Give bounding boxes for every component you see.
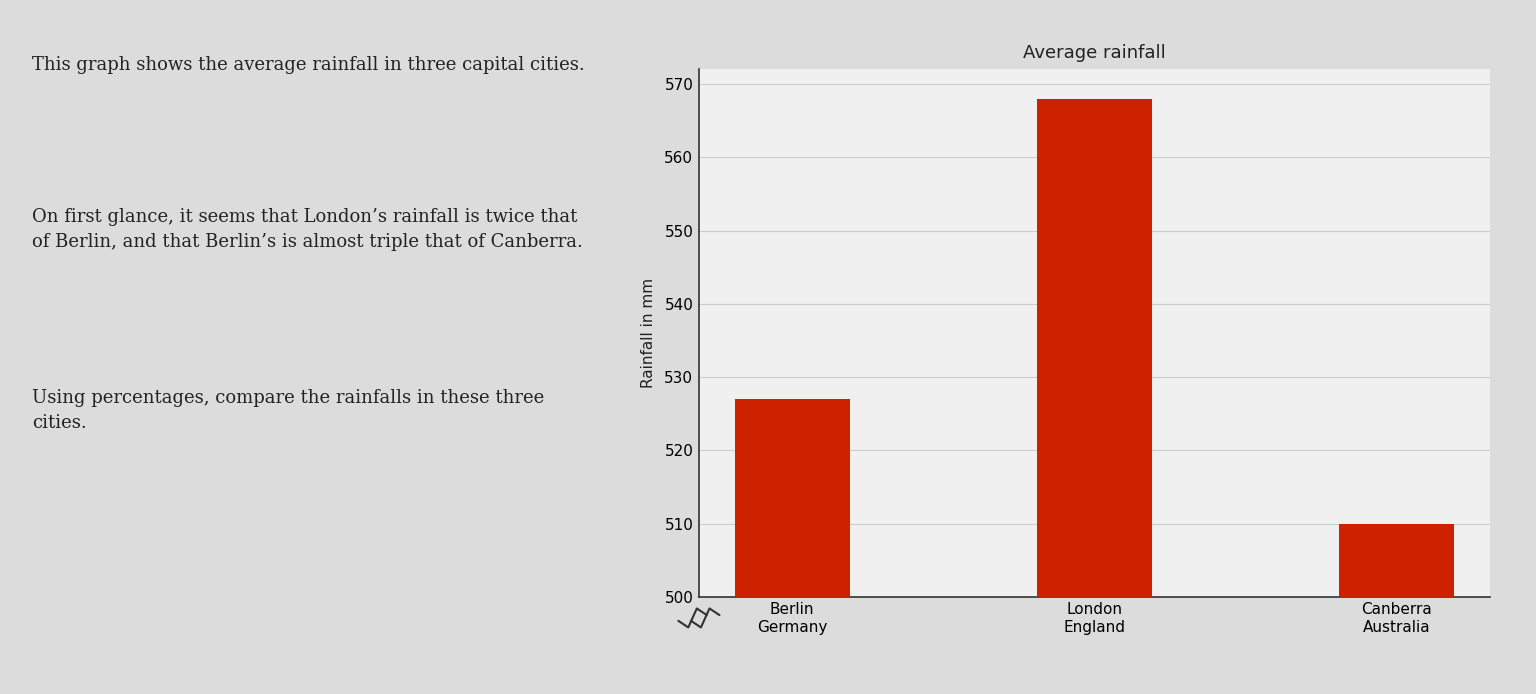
Text: Using percentages, compare the rainfalls in these three
cities.: Using percentages, compare the rainfalls… [32, 389, 544, 432]
Bar [1037, 99, 1152, 597]
Bar [1339, 523, 1455, 597]
Text: This graph shows the average rainfall in three capital cities.: This graph shows the average rainfall in… [32, 56, 585, 74]
Text: On first glance, it seems that London’s rainfall is twice that
of Berlin, and th: On first glance, it seems that London’s … [32, 208, 582, 251]
Y-axis label: Rainfall in mm: Rainfall in mm [641, 278, 656, 388]
Title: Average rainfall: Average rainfall [1023, 44, 1166, 62]
Bar [734, 399, 849, 597]
